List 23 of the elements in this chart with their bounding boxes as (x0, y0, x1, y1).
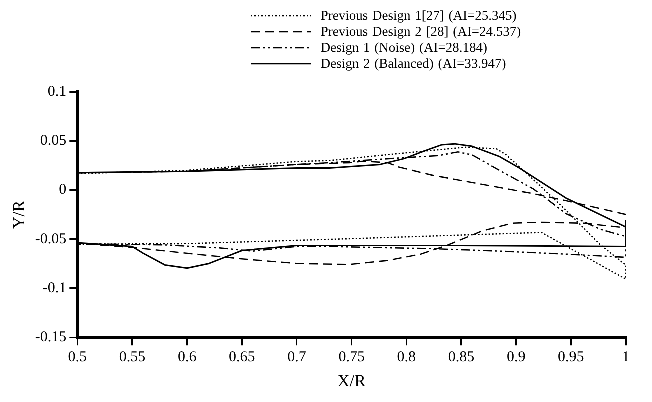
x-tick-label: 0.65 (229, 350, 256, 366)
legend-label: Previous Design 2 [28] (AI=24.537) (320, 24, 522, 40)
legend-label: Design 1 (Noise) (AI=28.184) (320, 40, 488, 56)
x-tick-label: 0.7 (288, 350, 307, 366)
x-tick-label: 0.8 (397, 350, 416, 366)
x-tick-label: 0.55 (119, 350, 146, 366)
y-tick-label: -0.15 (35, 330, 67, 346)
legend-label: Previous Design 1[27] (AI=25.345) (320, 8, 517, 24)
x-tick-label: 0.6 (178, 350, 198, 366)
x-tick-label: 0.95 (558, 350, 584, 366)
y-tick-label: 0 (59, 182, 67, 198)
x-tick-label: 0.75 (338, 350, 365, 366)
x-tick-label: 0.85 (448, 350, 475, 366)
legend-label: Design 2 (Balanced) (AI=33.947) (320, 56, 506, 72)
x-axis-title: X/R (338, 371, 367, 390)
x-tick-label: 1 (622, 350, 630, 366)
y-axis-title: Y/R (10, 200, 29, 229)
x-tick-label: 0.9 (506, 350, 526, 366)
y-tick-label: 0.05 (40, 133, 67, 150)
y-tick-label: -0.1 (42, 280, 67, 296)
y-tick-label: 0.1 (48, 84, 67, 100)
x-tick-label: 0.5 (68, 350, 88, 366)
y-tick-label: -0.05 (35, 231, 67, 248)
